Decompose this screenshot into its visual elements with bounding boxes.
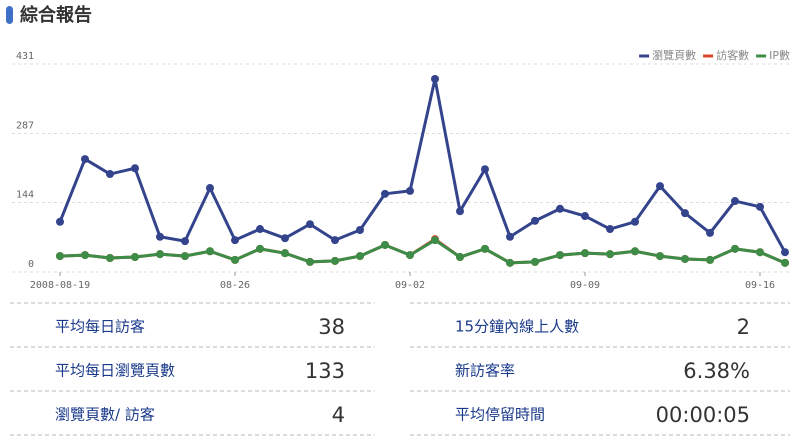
stat-value: 6.38% bbox=[683, 359, 750, 383]
data-point bbox=[556, 251, 564, 260]
legend-swatch bbox=[639, 54, 650, 58]
data-point bbox=[156, 232, 164, 241]
data-point bbox=[506, 232, 514, 241]
data-point bbox=[631, 217, 639, 226]
data-point bbox=[606, 225, 614, 234]
stat-value: 133 bbox=[305, 359, 345, 383]
data-point bbox=[231, 255, 239, 264]
legend-label: 訪客數 bbox=[716, 48, 749, 62]
data-point bbox=[531, 257, 539, 266]
x-tick-label: 2008-08-19 bbox=[30, 280, 90, 291]
data-point bbox=[356, 252, 364, 261]
legend-label: IP數 bbox=[769, 49, 790, 62]
data-point bbox=[206, 184, 214, 193]
title: 綜合報告 bbox=[20, 4, 92, 26]
data-point bbox=[481, 244, 489, 253]
data-point bbox=[531, 216, 539, 225]
stat-value: 4 bbox=[332, 403, 345, 427]
data-point bbox=[706, 228, 714, 237]
stats-table: 平均每日訪客 38 15分鐘內線上人數 2 平均每日瀏覽頁數 133 新訪客率 6.38% 瀏覽… bbox=[10, 302, 790, 436]
stat-label: 新訪客率 bbox=[455, 362, 515, 380]
data-point bbox=[406, 186, 414, 195]
data-point bbox=[281, 234, 289, 243]
data-point bbox=[106, 170, 114, 179]
data-point bbox=[156, 250, 164, 259]
data-point bbox=[381, 240, 389, 249]
data-point bbox=[731, 197, 739, 206]
data-point bbox=[681, 209, 689, 218]
data-point bbox=[306, 220, 314, 229]
data-point bbox=[56, 252, 64, 261]
data-point bbox=[581, 249, 589, 258]
stat-label: 平均每日訪客 bbox=[55, 318, 145, 336]
data-point bbox=[731, 244, 739, 253]
data-point bbox=[131, 164, 139, 173]
y-tick-label: 144 bbox=[16, 190, 34, 201]
data-point bbox=[181, 237, 189, 246]
y-tick-label: 431 bbox=[16, 51, 34, 62]
data-point bbox=[131, 253, 139, 262]
data-point bbox=[706, 255, 714, 264]
data-point bbox=[56, 217, 64, 226]
data-point bbox=[381, 189, 389, 198]
data-point bbox=[506, 258, 514, 267]
data-point bbox=[431, 74, 439, 83]
x-tick-label: 09-16 bbox=[745, 280, 775, 291]
y-tick-label: 287 bbox=[16, 120, 34, 131]
data-point bbox=[756, 202, 764, 211]
data-point bbox=[431, 236, 439, 245]
data-point bbox=[331, 236, 339, 245]
data-point bbox=[106, 254, 114, 263]
data-point bbox=[306, 257, 314, 266]
data-point bbox=[581, 212, 589, 221]
stat-value: 38 bbox=[318, 315, 345, 339]
stat-label: 平均停留時間 bbox=[455, 406, 545, 424]
y-tick-label: 0 bbox=[28, 259, 34, 270]
x-tick-label: 09-02 bbox=[395, 280, 425, 291]
data-point bbox=[656, 182, 664, 191]
data-point bbox=[631, 247, 639, 256]
data-point bbox=[81, 155, 89, 164]
data-point bbox=[256, 225, 264, 234]
chart: 0 144 287 431 2008-08-19 08-26 09-02 09-09 09-16… bbox=[12, 48, 790, 291]
legend-swatch bbox=[756, 54, 767, 58]
x-tick-label: 09-09 bbox=[570, 280, 600, 291]
legend-swatch bbox=[703, 54, 714, 58]
data-point bbox=[556, 204, 564, 213]
data-point bbox=[781, 258, 789, 267]
data-point bbox=[456, 207, 464, 216]
x-tick-label: 08-26 bbox=[220, 280, 250, 291]
stat-label: 15分鐘內線上人數 bbox=[455, 318, 579, 336]
stat-value: 2 bbox=[737, 315, 750, 339]
data-point bbox=[356, 226, 364, 235]
data-point bbox=[281, 249, 289, 258]
series-line bbox=[58, 77, 787, 253]
data-point bbox=[656, 252, 664, 261]
stat-value: 00:00:05 bbox=[656, 403, 750, 427]
legend-label: 瀏覽頁數 bbox=[652, 48, 696, 62]
data-point bbox=[406, 251, 414, 260]
stat-label: 平均每日瀏覽頁數 bbox=[55, 362, 175, 380]
title-icon bbox=[6, 6, 13, 24]
series-line bbox=[59, 238, 786, 265]
data-point bbox=[606, 250, 614, 259]
data-point bbox=[231, 236, 239, 245]
data-point bbox=[206, 247, 214, 256]
data-point bbox=[756, 248, 764, 257]
data-point bbox=[456, 253, 464, 262]
data-point bbox=[81, 251, 89, 260]
data-point bbox=[256, 244, 264, 253]
stat-label: 瀏覽頁數/ 訪客 bbox=[55, 406, 155, 424]
data-point bbox=[481, 165, 489, 174]
data-point bbox=[681, 254, 689, 263]
data-point bbox=[181, 252, 189, 261]
data-point bbox=[331, 256, 339, 265]
data-point bbox=[781, 248, 789, 257]
